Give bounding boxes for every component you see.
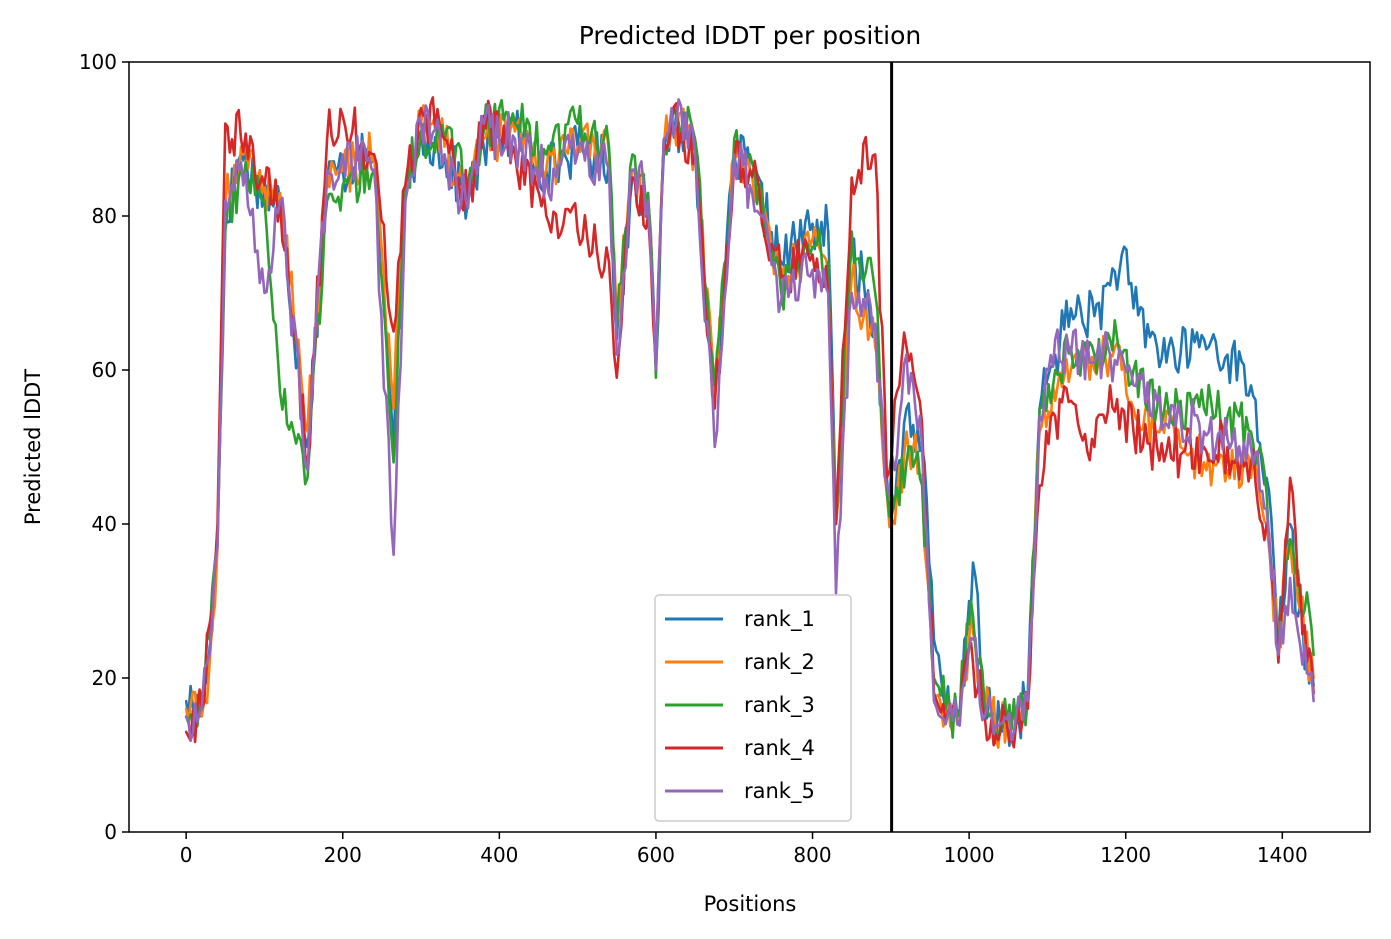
y-tick-label: 80	[92, 204, 117, 228]
plot-frame	[128, 61, 1371, 833]
y-tick-label: 0	[104, 820, 117, 844]
x-axis-label: Positions	[704, 892, 797, 916]
series-line-rank_5	[184, 98, 1315, 742]
series-line-rank_4	[184, 96, 1315, 749]
x-tick-label: 1000	[944, 843, 995, 867]
x-tick-label: 1400	[1257, 843, 1308, 867]
y-tick-label: 20	[92, 666, 117, 690]
x-tick-label: 1200	[1100, 843, 1151, 867]
x-tick-label: 0	[180, 843, 193, 867]
legend-label-rank_1: rank_1	[744, 607, 815, 632]
y-tick-label: 40	[92, 512, 117, 536]
y-axis-label: Predicted lDDT	[21, 369, 45, 525]
y-tick-label: 60	[92, 358, 117, 382]
legend: rank_1 rank_2 rank_3 rank_4 rank_5	[654, 594, 852, 822]
y-tick-label: 100	[79, 50, 117, 74]
legend-box	[654, 594, 852, 822]
legend-label-rank_2: rank_2	[744, 650, 815, 675]
x-tick-label: 600	[637, 843, 675, 867]
chart-title: Predicted lDDT per position	[579, 21, 921, 50]
x-tick-label: 400	[480, 843, 518, 867]
legend-label-rank_5: rank_5	[744, 779, 815, 804]
legend-label-rank_4: rank_4	[744, 736, 815, 761]
legend-label-rank_3: rank_3	[744, 693, 815, 718]
x-tick-label: 200	[324, 843, 362, 867]
x-tick-label: 800	[793, 843, 831, 867]
